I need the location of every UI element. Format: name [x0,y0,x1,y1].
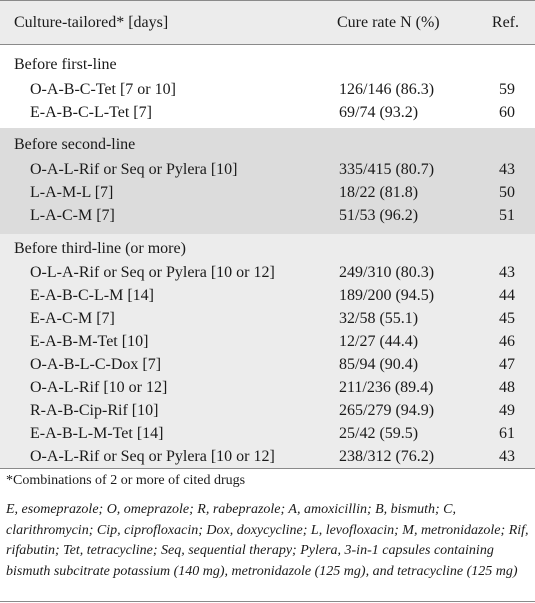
cure-rate-cell: 335/415 (80.7) [339,161,435,178]
header-cure-rate: Cure rate N (%) [337,14,440,31]
table-row: E-A-C-M [7] 32/58 (55.1) 45 [0,307,535,330]
regimen-cell: O-A-B-C-Tet [7 or 10] [30,81,176,98]
section-title: Before third-line (or more) [14,240,186,257]
ref-cell: 45 [499,310,515,327]
ref-cell: 51 [499,207,515,224]
header-regimen: Culture-tailored* [days] [14,14,169,31]
table-row: O-L-A-Rif or Seq or Pylera [10 or 12] 24… [0,261,535,284]
table-row: O-A-L-Rif [10 or 12] 211/236 (89.4) 48 [0,376,535,399]
regimen-cell: L-A-M-L [7] [30,184,114,201]
cure-rate-cell: 18/22 (81.8) [339,184,419,201]
ref-cell: 43 [499,264,515,281]
ref-cell: 43 [499,448,515,465]
table-footnotes: *Combinations of 2 or more of cited drug… [0,468,535,602]
table-row: E-A-B-C-L-M [14] 189/200 (94.5) 44 [0,284,535,307]
cure-rate-cell: 126/146 (86.3) [339,81,435,98]
regimen-cell: L-A-C-M [7] [30,207,115,224]
table-row: L-A-C-M [7] 51/53 (96.2) 51 [0,204,535,227]
table-header: Culture-tailored* [days] Cure rate N (%)… [0,0,535,45]
table-row: R-A-B-Cip-Rif [10] 265/279 (94.9) 49 [0,399,535,422]
table-row: O-A-B-L-C-Dox [7] 85/94 (90.4) 47 [0,353,535,376]
cure-rate-cell: 51/53 (96.2) [339,207,419,224]
regimen-cell: E-A-B-C-L-Tet [7] [30,104,152,121]
regimen-cell: E-A-B-L-M-Tet [14] [30,425,164,442]
table-row: E-A-B-C-L-Tet [7] 69/74 (93.2) 60 [0,101,535,124]
cure-rate-cell: 249/310 (80.3) [339,264,435,281]
ref-cell: 44 [499,287,515,304]
cure-rate-cell: 265/279 (94.9) [339,402,435,419]
ref-cell: 48 [499,379,515,396]
regimen-cell: E-A-B-C-L-M [14] [30,287,154,304]
section-first-line: Before first-line O-A-B-C-Tet [7 or 10] … [0,45,535,128]
ref-cell: 47 [499,356,515,373]
footnote-combinations: *Combinations of 2 or more of cited drug… [6,473,246,488]
regimen-cell: E-A-C-M [7] [30,310,115,327]
cure-rate-cell: 25/42 (59.5) [339,425,419,442]
regimen-cell: R-A-B-Cip-Rif [10] [30,402,159,419]
cure-rate-cell: 69/74 (93.2) [339,104,419,121]
footnote-abbreviations: E, esomeprazole; O, omeprazole; R, rabep… [6,502,529,579]
cure-rate-cell: 211/236 (89.4) [339,379,434,396]
table-row: E-A-B-M-Tet [10] 12/27 (44.4) 46 [0,330,535,353]
section-title: Before second-line [14,136,136,153]
cure-rate-cell: 32/58 (55.1) [339,310,419,327]
ref-cell: 50 [499,184,515,201]
table-row: O-A-L-Rif or Seq or Pylera [10] 335/415 … [0,158,535,181]
cure-rate-cell: 238/312 (76.2) [339,448,435,465]
table-row: O-A-B-C-Tet [7 or 10] 126/146 (86.3) 59 [0,78,535,101]
ref-cell: 49 [499,402,515,419]
cure-rate-cell: 85/94 (90.4) [339,356,419,373]
table-row: L-A-M-L [7] 18/22 (81.8) 50 [0,181,535,204]
ref-cell: 43 [499,161,515,178]
cure-rate-cell: 189/200 (94.5) [339,287,435,304]
section-second-line: Before second-line O-A-L-Rif or Seq or P… [0,128,535,234]
regimen-cell: O-L-A-Rif or Seq or Pylera [10 or 12] [30,264,275,281]
ref-cell: 59 [499,81,515,98]
regimen-cell: O-A-L-Rif or Seq or Pylera [10 or 12] [30,448,275,465]
ref-cell: 60 [499,104,515,121]
header-ref: Ref. [491,14,519,31]
section-third-line: Before third-line (or more) O-L-A-Rif or… [0,234,535,468]
cure-rate-cell: 12/27 (44.4) [339,333,419,350]
regimen-cell: O-A-L-Rif [10 or 12] [30,379,168,396]
table-row: O-A-L-Rif or Seq or Pylera [10 or 12] 23… [0,445,535,468]
table-row: E-A-B-L-M-Tet [14] 25/42 (59.5) 61 [0,422,535,445]
ref-cell: 61 [499,425,515,442]
regimen-cell: O-A-B-L-C-Dox [7] [30,356,162,373]
ref-cell: 46 [499,333,515,350]
section-title: Before first-line [14,56,117,73]
regimen-cell: E-A-B-M-Tet [10] [30,333,149,350]
regimen-cell: O-A-L-Rif or Seq or Pylera [10] [30,161,238,178]
